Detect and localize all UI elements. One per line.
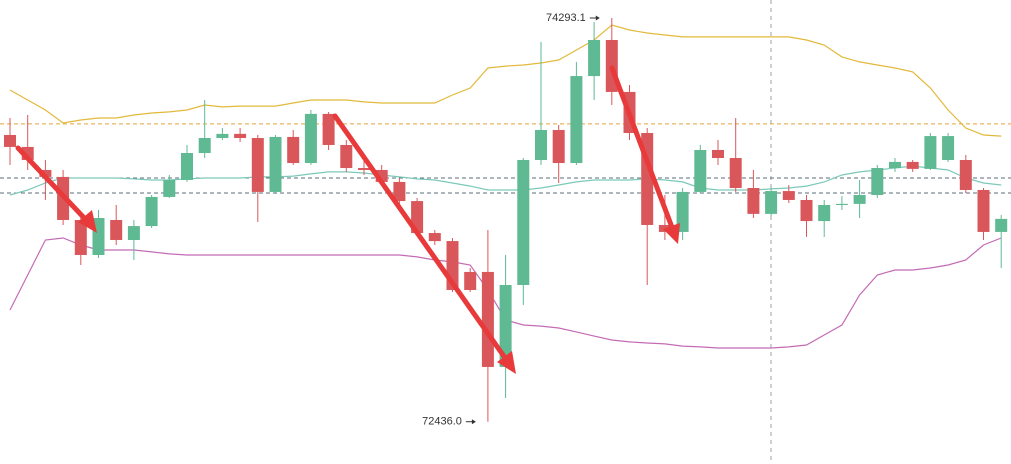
candle-body <box>906 161 919 169</box>
arrow-head <box>497 351 516 374</box>
candle-body <box>234 133 247 139</box>
candle-body <box>198 138 211 154</box>
band-line <box>9 24 1002 137</box>
candle-body <box>552 129 565 164</box>
candle-body <box>322 113 335 145</box>
candle-body <box>145 196 158 227</box>
candle-body <box>959 159 972 190</box>
candle-body <box>163 179 176 197</box>
trend-arrows <box>15 65 680 374</box>
candle-body <box>481 271 494 367</box>
candle-body <box>428 233 441 242</box>
candle-body <box>74 219 87 255</box>
candle-body <box>216 133 229 139</box>
candle-body <box>818 204 831 222</box>
trend-arrow <box>15 145 91 225</box>
candle-body <box>304 113 317 164</box>
candle-body <box>127 226 140 240</box>
candle-body <box>765 191 778 214</box>
candle-body <box>782 191 795 200</box>
candle-body <box>942 136 955 160</box>
candle-body <box>835 203 848 205</box>
candle-body <box>517 159 530 285</box>
candle-body <box>995 218 1008 232</box>
arrow-head <box>663 223 680 244</box>
candle-body <box>464 271 477 290</box>
candle-body <box>4 134 16 147</box>
annotation-arrow-head <box>595 15 600 21</box>
candle-body <box>712 149 724 159</box>
candle-body <box>181 153 193 180</box>
trend-arrow <box>609 65 676 233</box>
candle-body <box>375 169 388 182</box>
trend-arrow <box>332 113 511 365</box>
annotation-arrow-head <box>471 419 476 425</box>
candle-body <box>110 219 123 240</box>
candle-body <box>287 136 300 164</box>
candle-body <box>800 199 813 222</box>
candle-body <box>340 144 353 169</box>
candle-body <box>853 194 866 204</box>
price-annotation: 74293.1 <box>546 12 586 24</box>
price-annotation: 72436.0 <box>422 416 462 428</box>
candle-body <box>694 149 707 192</box>
candle-body <box>676 191 689 232</box>
candle-body <box>269 136 282 192</box>
candle-body <box>588 39 601 77</box>
candle-body <box>499 284 512 367</box>
candle-body <box>747 188 760 214</box>
candle-body <box>251 138 264 192</box>
candle-body <box>570 76 583 164</box>
candle-body <box>729 158 742 189</box>
candle-body <box>871 168 884 195</box>
band-line <box>9 165 1002 196</box>
candle-body <box>924 136 937 169</box>
candle-body <box>535 129 547 160</box>
candle-body <box>393 181 406 202</box>
candle-body <box>889 161 901 169</box>
candle-body <box>358 168 370 170</box>
arrow-head <box>78 210 97 233</box>
candle-body <box>977 189 990 232</box>
